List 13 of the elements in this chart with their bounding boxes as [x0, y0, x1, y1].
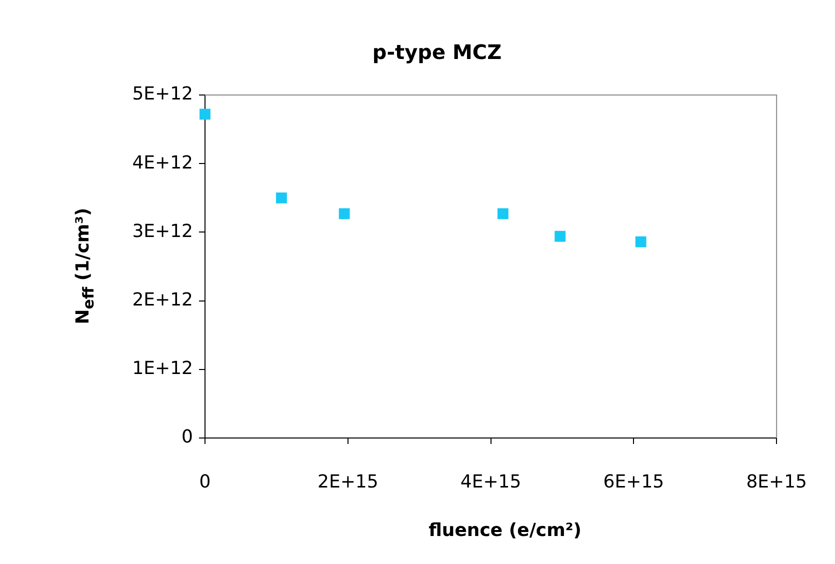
x-tick-label: 8E+15 [746, 471, 807, 492]
y-tick-label: 4E+12 [132, 152, 193, 174]
x-tick-label: 4E+15 [460, 471, 522, 492]
x-tick-label: 6E+15 [603, 471, 664, 492]
y-tick-label: 3E+12 [132, 220, 193, 242]
y-tick-label: 0 [182, 426, 193, 448]
x-axis-title: fluence (e/cm²) [428, 520, 582, 541]
y-tick-label: 2E+12 [132, 289, 193, 310]
chart-title: p-type MCZ [372, 40, 502, 64]
x-tick-label: 0 [199, 471, 211, 492]
y-tick-label: 5E+12 [132, 84, 193, 105]
x-tick-label: 2E+15 [317, 471, 378, 492]
y-tick-label: 1E+12 [132, 358, 193, 380]
